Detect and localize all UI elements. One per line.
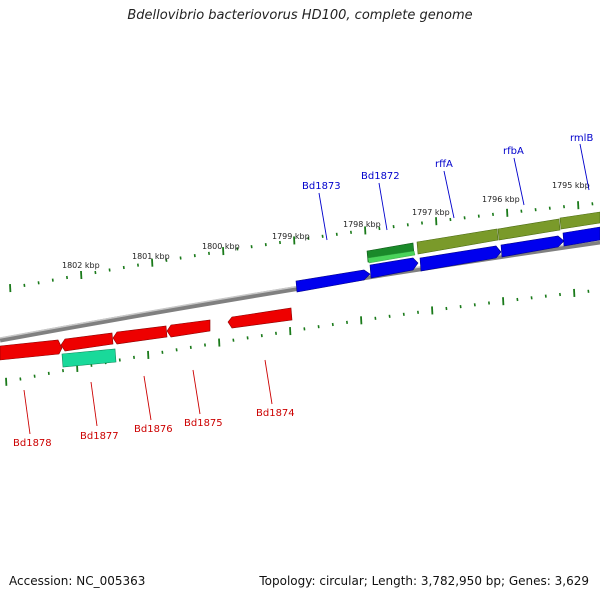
scale-label-1799: 1799 kbp [272, 232, 310, 241]
label-bd1876: Bd1876 [134, 424, 173, 435]
scale-label-1802: 1802 kbp [62, 261, 100, 270]
scale-ticks-inner [5, 288, 590, 386]
label-bd1873: Bd1873 [302, 181, 341, 192]
feature-rna-3[interactable] [559, 211, 600, 230]
scale-label-1800: 1800 kbp [202, 242, 240, 251]
gene-bd1876[interactable] [112, 325, 168, 345]
gene-rffa[interactable] [419, 245, 502, 272]
leader-rffa [443, 170, 455, 219]
gene-bd1875[interactable] [166, 319, 211, 338]
scale-ticks-outer [9, 201, 594, 293]
reverse-genes [0, 307, 293, 368]
label-bd1872: Bd1872 [361, 171, 400, 182]
gene-bd1878[interactable] [0, 339, 63, 361]
forward-genes [295, 211, 600, 293]
leader-bd1878 [23, 389, 31, 435]
leader-bd1877 [90, 381, 98, 427]
gene-bd1877[interactable] [60, 332, 114, 352]
gene-rmlb[interactable] [562, 226, 600, 247]
label-rmlb: rmlB [570, 133, 593, 144]
feature-rna-2[interactable] [497, 218, 561, 241]
scale-label-1795: 1795 kbp [552, 181, 590, 190]
label-rffa: rffA [435, 159, 453, 170]
leader-rmlb [579, 143, 590, 191]
leader-bd1875 [192, 369, 201, 415]
scale-label-1797: 1797 kbp [412, 208, 450, 217]
scale-label-1796: 1796 kbp [482, 195, 520, 204]
leader-rfba [513, 157, 525, 206]
scale-label-1801: 1801 kbp [132, 252, 170, 261]
gene-bd1872[interactable] [369, 257, 419, 279]
leader-bd1876 [143, 375, 152, 421]
gene-bd1873[interactable] [295, 269, 371, 293]
leader-bd1874 [264, 359, 273, 405]
leader-bd1873 [318, 192, 328, 241]
leader-bd1872 [378, 182, 388, 231]
feature-reverse-other[interactable] [61, 348, 117, 368]
gene-rfba[interactable] [500, 235, 565, 258]
label-bd1874: Bd1874 [256, 408, 295, 419]
label-bd1877: Bd1877 [80, 431, 119, 442]
map-title: Bdellovibrio bacteriovorus HD100, comple… [127, 8, 473, 23]
accession-text: Accession: NC_005363 [9, 574, 146, 588]
scale-label-1798: 1798 kbp [343, 220, 381, 229]
label-bd1875: Bd1875 [184, 418, 223, 429]
label-bd1878: Bd1878 [13, 438, 52, 449]
topology-summary: Topology: circular; Length: 3,782,950 bp… [259, 574, 589, 588]
feature-rna-1[interactable] [416, 228, 499, 255]
feature-trna-light[interactable] [367, 250, 416, 264]
gene-bd1874[interactable] [227, 307, 293, 329]
label-rfba: rfbA [503, 146, 524, 157]
